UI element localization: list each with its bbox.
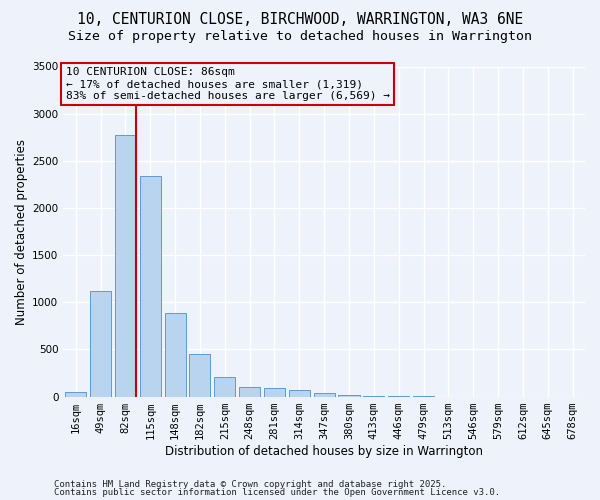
Bar xyxy=(115,136,136,396)
Bar xyxy=(289,390,310,396)
Bar xyxy=(314,394,335,396)
Bar xyxy=(264,388,285,396)
Text: 10 CENTURION CLOSE: 86sqm
← 17% of detached houses are smaller (1,319)
83% of se: 10 CENTURION CLOSE: 86sqm ← 17% of detac… xyxy=(66,68,390,100)
Bar xyxy=(338,394,359,396)
Bar xyxy=(190,354,211,397)
Bar xyxy=(239,386,260,396)
Bar xyxy=(65,392,86,396)
Text: Contains HM Land Registry data © Crown copyright and database right 2025.: Contains HM Land Registry data © Crown c… xyxy=(54,480,446,489)
Text: Size of property relative to detached houses in Warrington: Size of property relative to detached ho… xyxy=(68,30,532,43)
Y-axis label: Number of detached properties: Number of detached properties xyxy=(15,138,28,324)
Bar xyxy=(164,312,185,396)
X-axis label: Distribution of detached houses by size in Warrington: Distribution of detached houses by size … xyxy=(165,444,483,458)
Bar xyxy=(140,176,161,396)
Text: 10, CENTURION CLOSE, BIRCHWOOD, WARRINGTON, WA3 6NE: 10, CENTURION CLOSE, BIRCHWOOD, WARRINGT… xyxy=(77,12,523,26)
Bar xyxy=(90,291,111,397)
Bar xyxy=(214,377,235,396)
Text: Contains public sector information licensed under the Open Government Licence v3: Contains public sector information licen… xyxy=(54,488,500,497)
